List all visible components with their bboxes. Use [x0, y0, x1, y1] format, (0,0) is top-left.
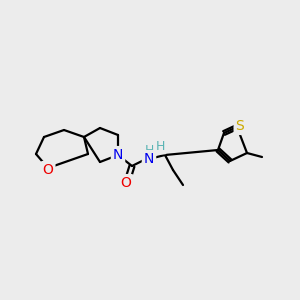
Text: N: N [113, 148, 123, 162]
Text: H: H [144, 145, 154, 158]
Text: S: S [236, 119, 244, 133]
Text: O: O [43, 163, 53, 177]
Text: N: N [144, 152, 154, 166]
Text: O: O [121, 176, 131, 190]
Text: H: H [155, 140, 165, 152]
